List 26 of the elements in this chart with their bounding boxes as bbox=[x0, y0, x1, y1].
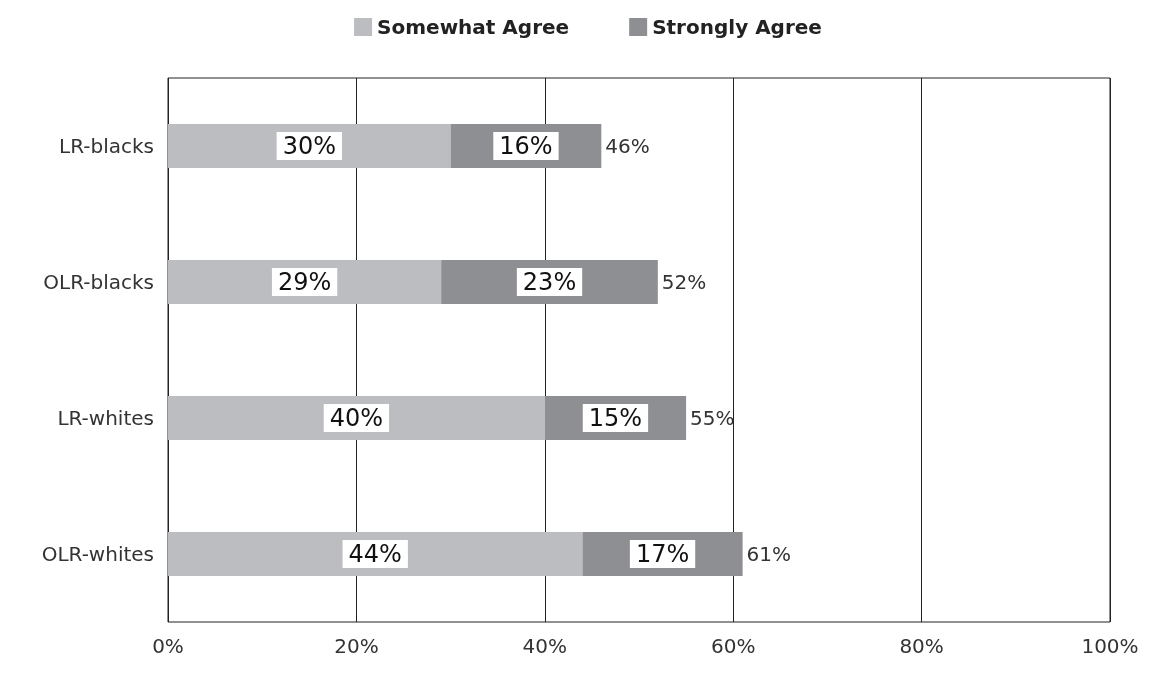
y-tick-label: LR-blacks bbox=[59, 134, 154, 158]
x-tick-label: 80% bbox=[899, 634, 944, 658]
x-tick-label: 40% bbox=[522, 634, 568, 658]
bar bbox=[168, 396, 545, 440]
total-label: 52% bbox=[661, 270, 707, 294]
total-label: 61% bbox=[746, 542, 792, 566]
x-tick-label: 100% bbox=[1081, 634, 1139, 658]
y-tick-label: OLR-blacks bbox=[43, 270, 154, 294]
data-label: 15% bbox=[588, 404, 643, 432]
legend-label: Somewhat Agree bbox=[377, 15, 570, 39]
bar bbox=[168, 124, 451, 168]
y-tick-label: OLR-whites bbox=[41, 542, 154, 566]
y-tick-label: LR-whites bbox=[57, 406, 154, 430]
data-label: 30% bbox=[282, 132, 336, 160]
data-label: 29% bbox=[277, 268, 332, 296]
legend-label: Strongly Agree bbox=[652, 15, 822, 39]
bar bbox=[168, 532, 583, 576]
x-tick-label: 20% bbox=[334, 634, 379, 658]
data-label: 17% bbox=[635, 540, 690, 568]
data-label: 16% bbox=[499, 132, 553, 160]
data-label: 44% bbox=[348, 540, 402, 568]
total-label: 46% bbox=[605, 134, 650, 158]
x-tick-label: 60% bbox=[710, 634, 756, 658]
x-tick-label: 0% bbox=[152, 634, 184, 658]
data-label: 23% bbox=[522, 268, 577, 296]
data-label: 40% bbox=[329, 404, 384, 432]
